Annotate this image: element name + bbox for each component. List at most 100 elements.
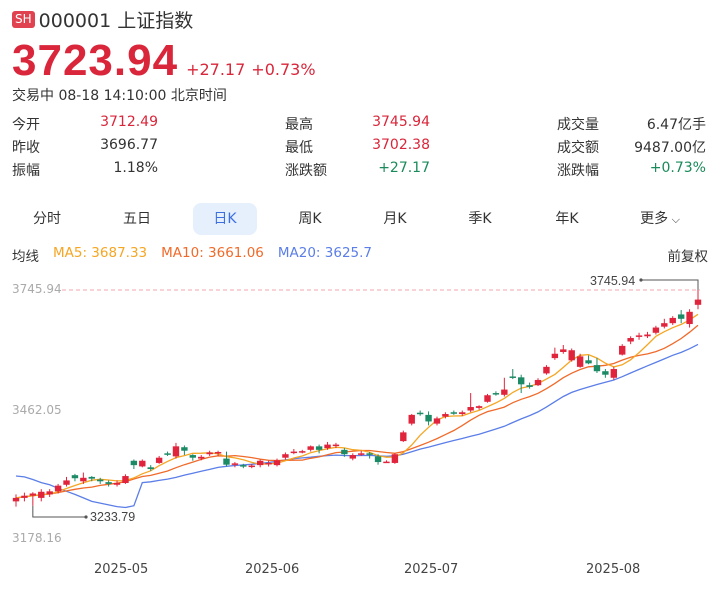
stat-label: 振幅 — [12, 163, 40, 179]
tab-label: 日K — [213, 211, 237, 227]
candle-body — [459, 412, 466, 415]
candle-body — [467, 407, 474, 411]
candle-body — [315, 446, 323, 450]
candle-body — [450, 412, 458, 414]
price-row: 3723.94 +27.17 +0.73% — [12, 36, 316, 86]
candle-body — [635, 335, 643, 337]
stat-value: 6.47亿手 — [646, 117, 706, 133]
kline-chart[interactable]: 3745.94 3233.79 — [0, 270, 720, 595]
stat-label: 最低 — [285, 140, 313, 156]
tab-5[interactable]: 季K — [448, 203, 512, 235]
candle-body — [400, 432, 407, 442]
stat-value: 9487.00亿 — [634, 140, 706, 156]
min-annotation-dot — [84, 515, 88, 519]
y-tick-max: 3745.94 — [12, 282, 62, 296]
candle-body — [602, 371, 609, 375]
tab-label: 更多 — [640, 211, 669, 227]
adjust-toggle[interactable]: 前复权 — [667, 249, 709, 265]
candle-body — [29, 493, 37, 496]
candle-body — [585, 360, 592, 364]
candle-body — [366, 453, 373, 455]
candle-body — [155, 457, 163, 463]
y-tick-mid: 3462.05 — [12, 403, 62, 417]
candle-body — [627, 338, 634, 342]
candle-body — [265, 462, 272, 465]
tab-7[interactable]: 更多 ⌵ — [628, 203, 692, 235]
tab-4[interactable]: 月K — [363, 203, 427, 235]
candle-body — [341, 449, 348, 455]
min-annotation-line — [32, 505, 86, 518]
tab-3[interactable]: 周K — [278, 203, 342, 235]
candle-body — [543, 366, 550, 374]
stat-label: 今开 — [12, 117, 40, 133]
x-tick-jun: 2025-06 — [245, 562, 300, 577]
candle-body — [568, 350, 575, 361]
stat-value: +0.73% — [649, 160, 706, 176]
current-price: 3723.94 — [12, 36, 179, 85]
candle-body — [391, 454, 399, 463]
exchange-badge: SH — [12, 11, 35, 28]
candle-body — [534, 379, 542, 386]
max-annotation-line — [641, 279, 699, 290]
tab-label: 分时 — [33, 211, 61, 227]
max-annotation-label: 3745.94 — [590, 274, 635, 288]
candle-body — [38, 491, 45, 498]
candle-body — [484, 395, 491, 402]
candle-body — [416, 412, 424, 415]
candle-body — [442, 414, 449, 417]
candle-body — [231, 463, 239, 465]
candle-body — [214, 452, 222, 454]
stat-value: 3712.49 — [100, 114, 158, 130]
tab-1[interactable]: 五日 — [105, 203, 169, 235]
ma5-line — [15, 313, 699, 499]
candle-body — [526, 385, 533, 387]
candle-body — [147, 467, 154, 470]
candle-body — [610, 369, 618, 378]
candle-body — [282, 454, 289, 458]
candle-body — [677, 314, 685, 319]
ma20-line — [15, 343, 699, 509]
candle-body — [551, 353, 559, 359]
candle-body — [593, 365, 601, 372]
stat-label: 成交额 — [557, 140, 599, 156]
candle-body — [223, 458, 230, 465]
candle-body — [661, 323, 668, 327]
period-tabs: 分时 五日 日K 周K 月K 季K 年K 更多 ⌵ — [0, 203, 720, 235]
stat-label: 涨跌额 — [285, 163, 327, 179]
candle-body — [560, 349, 567, 352]
candle-body — [273, 460, 281, 466]
candle-body — [240, 465, 247, 467]
ma20-value: MA20: 3625.7 — [277, 245, 373, 261]
candle-body — [576, 356, 584, 367]
chevron-down-icon: ⌵ — [668, 213, 680, 226]
candle-body — [324, 444, 331, 449]
candle-body — [652, 327, 660, 333]
candle-body — [206, 452, 213, 455]
tab-label: 五日 — [123, 211, 151, 227]
candle-body — [433, 418, 441, 424]
candle-body — [248, 465, 255, 468]
stat-label: 成交量 — [557, 117, 599, 133]
x-tick-may: 2025-05 — [94, 562, 149, 577]
max-annotation-dot — [639, 278, 643, 282]
candle-body — [181, 447, 188, 451]
candle-body — [619, 345, 626, 355]
tab-2[interactable]: 日K — [193, 203, 257, 235]
candle-body — [21, 495, 28, 498]
tab-0[interactable]: 分时 — [15, 203, 79, 235]
tab-label: 季K — [468, 211, 492, 227]
stat-label: 涨跌幅 — [557, 163, 599, 179]
stat-label: 最高 — [285, 117, 313, 133]
ma-label: 均线 — [12, 249, 39, 265]
stat-value: +27.17 — [378, 160, 430, 176]
candle-body — [46, 491, 53, 495]
tab-label: 年K — [555, 211, 579, 227]
candle-body — [130, 460, 138, 466]
candle-body — [509, 376, 516, 378]
tab-6[interactable]: 年K — [535, 203, 599, 235]
candle-body — [63, 480, 70, 485]
y-tick-min: 3178.16 — [12, 531, 62, 545]
title-row: SH 000001 上证指数 — [12, 6, 193, 33]
candle-body — [408, 414, 415, 424]
ma10-line — [15, 324, 699, 499]
